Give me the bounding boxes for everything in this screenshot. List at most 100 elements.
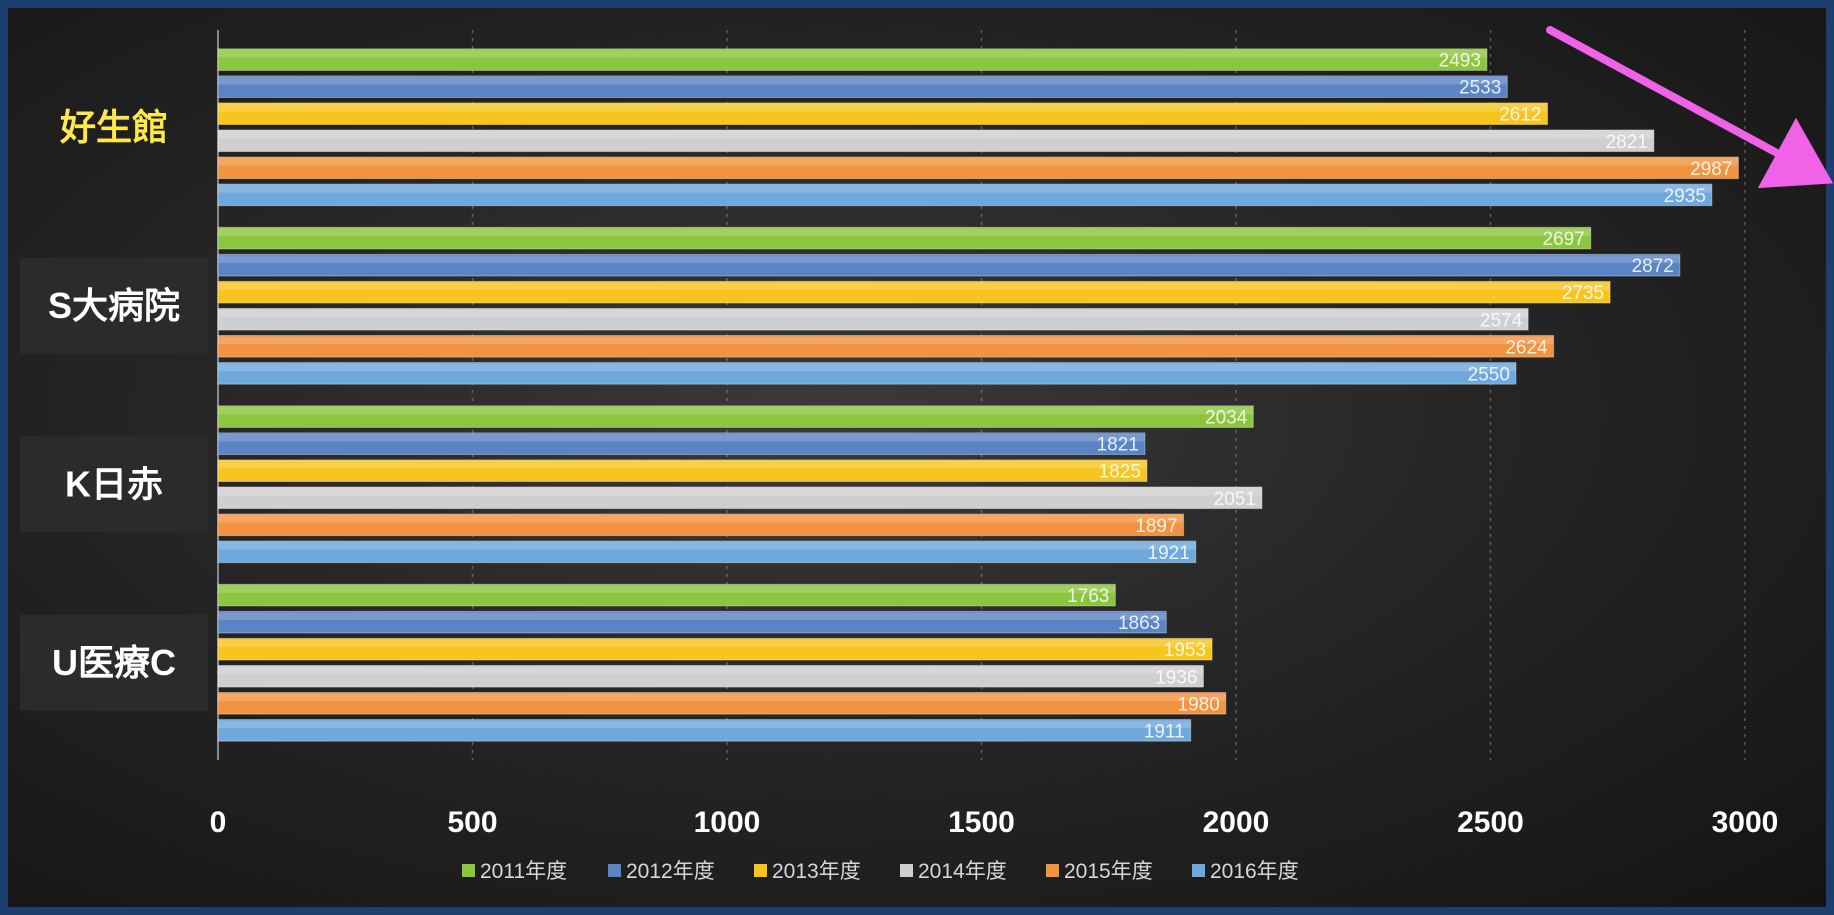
bar [217,156,1739,180]
bar [217,48,1488,71]
bar-highlight [218,309,1529,318]
bar [217,226,1592,250]
bar [217,102,1549,126]
legend-swatch [608,864,621,877]
bar [217,253,1681,277]
bar-highlight [218,255,1680,263]
data-label: 2987 [1690,159,1732,180]
data-label: 2624 [1505,337,1548,358]
bar-highlight [218,228,1591,236]
bar-highlight [218,585,1116,593]
legend-label: 2012年度 [626,860,715,883]
category-label-box [20,436,208,533]
x-tick-label: 2000 [1203,806,1270,839]
legend-label: 2015年度 [1064,860,1153,883]
data-label: 2872 [1632,256,1674,277]
category-label-box [20,257,208,354]
bar [217,583,1116,607]
data-label: 1953 [1164,640,1206,661]
bar-highlight [218,76,1508,85]
bar-highlight [218,515,1184,523]
legend-label: 2014年度 [918,860,1007,883]
data-label: 1911 [1144,721,1185,742]
bar-highlight [218,103,1548,112]
legend-label: 2011年度 [480,860,567,883]
bar [217,459,1148,483]
bar [217,362,1517,385]
data-label: 2735 [1562,283,1604,304]
bar-highlight [218,158,1739,166]
bar [217,183,1713,207]
data-label: 1897 [1135,516,1177,537]
bar [217,540,1197,564]
bar-highlight [218,720,1191,729]
bar-highlight [218,282,1611,290]
data-label: 2935 [1664,186,1706,207]
bar [217,610,1167,634]
bar-highlight [218,542,1196,550]
legend-swatch [1046,864,1059,877]
bar [217,75,1508,99]
data-label: 1936 [1155,667,1197,688]
bar [217,664,1204,688]
bar [217,692,1227,715]
data-label: 2612 [1499,105,1541,126]
bar-highlight [218,460,1147,469]
legend-swatch [754,864,767,877]
bar-highlight [218,406,1254,415]
category-label: 好生館 [59,106,168,147]
bar [217,486,1263,510]
bar [217,637,1213,661]
bar-highlight [218,639,1213,647]
bar-highlight [218,185,1712,193]
bar [217,280,1611,304]
data-label: 1763 [1067,586,1109,607]
legend-swatch [1192,864,1205,877]
legend-swatch [900,864,913,877]
x-tick-label: 0 [210,806,227,839]
bar-highlight [218,666,1204,675]
x-tick-label: 1000 [694,806,761,839]
x-tick-label: 3000 [1712,806,1779,839]
data-label: 1980 [1178,694,1220,715]
bar-highlight [218,433,1145,442]
bar [217,335,1555,358]
category-label-box [20,614,208,711]
data-label: 2550 [1468,364,1510,385]
data-label: 2574 [1480,310,1523,331]
bar-highlight [218,130,1654,139]
data-label: 2821 [1606,132,1648,153]
bar [217,719,1192,742]
data-label: 1821 [1097,435,1139,456]
data-label: 2493 [1439,51,1481,72]
data-label: 1921 [1148,543,1190,564]
data-label: 1825 [1099,462,1141,483]
bar-highlight [218,693,1226,702]
bar-highlight [218,487,1262,496]
bar [217,432,1146,456]
legend-label: 2013年度 [772,860,861,883]
data-label: 2697 [1542,229,1584,250]
data-label: 1863 [1118,613,1160,634]
bar-highlight [218,363,1516,372]
x-tick-label: 1500 [948,806,1015,839]
data-label: 2533 [1459,78,1501,99]
data-label: 2051 [1214,489,1256,510]
category-label: U医療C [52,642,176,683]
legend-swatch [462,864,475,877]
bar [217,405,1254,428]
x-tick-label: 500 [447,806,497,839]
category-label: K日赤 [65,463,163,504]
x-tick-label: 2500 [1457,806,1524,839]
bar [217,513,1185,537]
data-label: 2034 [1205,408,1248,429]
bar [217,307,1529,331]
trend-arrow [1546,26,1834,189]
bar [217,129,1655,153]
bar-highlight [218,49,1487,58]
legend-label: 2016年度 [1210,860,1299,883]
category-label: S大病院 [48,285,180,326]
bar-highlight [218,336,1554,345]
bar-highlight [218,612,1167,620]
